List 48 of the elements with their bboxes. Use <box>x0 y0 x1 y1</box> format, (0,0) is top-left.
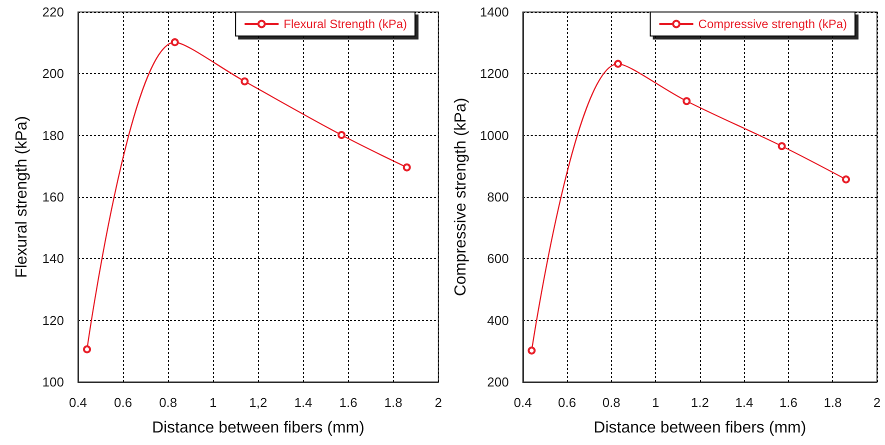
point <box>682 97 691 106</box>
y-tick-label: 1000 <box>480 128 509 143</box>
y-axis-title: Flexural strength (kPa) <box>14 116 30 278</box>
x-axis-title: Distance between fibers (mm) <box>594 420 806 436</box>
x-tick-label: 0.4 <box>68 395 88 410</box>
x-tick-label: 0.6 <box>114 395 132 410</box>
y-tick-label: 160 <box>42 190 64 204</box>
x-tick-label: 1.4 <box>294 395 312 410</box>
y-tick-label: 140 <box>42 251 64 266</box>
y-tick-label: 200 <box>487 374 509 390</box>
x-tick-label: 1.6 <box>339 395 358 410</box>
y-tick-label: 200 <box>42 66 64 82</box>
x-tick-label: 0.8 <box>159 395 178 410</box>
point <box>83 345 92 354</box>
point <box>170 38 179 46</box>
y-tick-label: 1400 <box>480 4 509 20</box>
x-tick-label: 0.8 <box>602 395 620 410</box>
x-tick-label: 1.4 <box>735 395 754 410</box>
point <box>842 175 850 184</box>
y-axis-title: Compressive strength (kPa) <box>452 98 470 296</box>
x-tick-label: 1,2 <box>249 395 268 410</box>
point <box>402 163 411 172</box>
y-tick-label: 100 <box>42 374 64 390</box>
y-tick-label: 180 <box>42 128 64 143</box>
legend-label: Compressive strength (kPa) <box>698 17 848 31</box>
y-tick-label: 120 <box>42 312 64 328</box>
x-tick-label: 2 <box>873 395 881 410</box>
point <box>528 346 536 355</box>
x-tick-label: 1 <box>210 395 217 410</box>
point <box>614 60 622 68</box>
y-tick-label: 600 <box>487 251 509 266</box>
point <box>778 142 786 150</box>
x-axis-title: Distance between fibers (mm) <box>152 420 364 436</box>
x-tick-label: 1.6 <box>779 395 798 410</box>
x-tick-label: 2 <box>434 395 442 410</box>
x-tick-label: 0.6 <box>558 395 576 410</box>
y-tick-label: 1200 <box>480 66 509 82</box>
y-tick-label: 220 <box>42 4 64 20</box>
point <box>338 131 346 140</box>
x-tick-label: 0.4 <box>514 395 532 410</box>
x-tick-label: 1 <box>652 395 660 410</box>
legend-label: Flexural Strength (kPa) <box>284 17 408 31</box>
y-tick-label: 400 <box>487 312 509 328</box>
point <box>240 77 249 86</box>
x-tick-label: 1.2 <box>690 395 709 410</box>
x-tick-label: 1.8 <box>824 395 842 410</box>
x-tick-label: 1.8 <box>384 395 402 410</box>
y-tick-label: 800 <box>487 190 509 204</box>
